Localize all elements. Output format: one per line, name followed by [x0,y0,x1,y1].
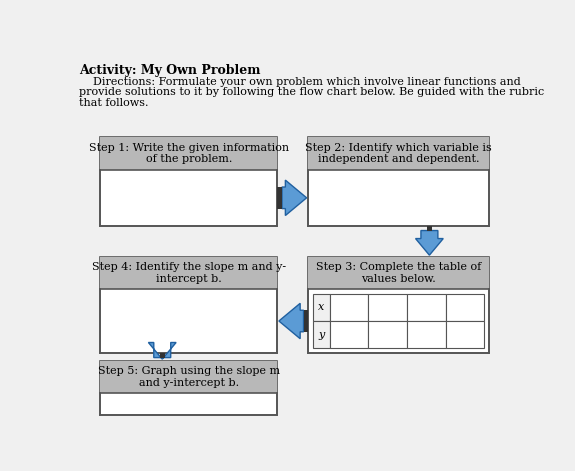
Text: that follows.: that follows. [79,98,149,108]
Polygon shape [416,230,443,255]
Bar [369,321,407,349]
Bar [277,187,282,209]
Text: x: x [318,302,324,312]
Text: Directions: Formulate your own problem which involve linear functions and: Directions: Formulate your own problem w… [79,77,521,87]
Text: Step 1: Write the given information
of the problem.: Step 1: Write the given information of t… [89,143,289,164]
Bar [329,294,369,321]
Bar [407,294,446,321]
Text: Step 3: Complete the table of
values below.: Step 3: Complete the table of values bel… [316,262,481,284]
Polygon shape [282,180,306,216]
Bar [160,353,164,357]
Text: y: y [318,330,324,340]
Text: provide solutions to it by following the flow chart below. Be guided with the ru: provide solutions to it by following the… [79,87,545,97]
Bar [308,138,489,170]
Text: Step 4: Identify the slope m and y-
intercept b.: Step 4: Identify the slope m and y- inte… [92,262,286,284]
Bar [313,321,329,349]
Bar [308,257,489,353]
Polygon shape [148,342,176,359]
Bar [308,138,489,226]
Bar [446,294,485,321]
Bar [407,321,446,349]
Bar [100,361,277,393]
Bar [100,138,277,226]
Bar [427,226,432,230]
Text: Step 2: Identify which variable is
independent and dependent.: Step 2: Identify which variable is indep… [305,143,492,164]
Bar [446,321,485,349]
Text: Activity: My Own Problem: Activity: My Own Problem [79,64,261,77]
Bar [313,294,329,321]
Bar [100,257,277,289]
Bar [304,310,308,332]
Text: Step 5: Graph using the slope m
and y-intercept b.: Step 5: Graph using the slope m and y-in… [98,366,280,388]
Bar [329,321,369,349]
Bar [100,138,277,170]
Bar [100,257,277,353]
Polygon shape [279,303,304,339]
Bar [369,294,407,321]
Bar [100,361,277,414]
Bar [308,257,489,289]
